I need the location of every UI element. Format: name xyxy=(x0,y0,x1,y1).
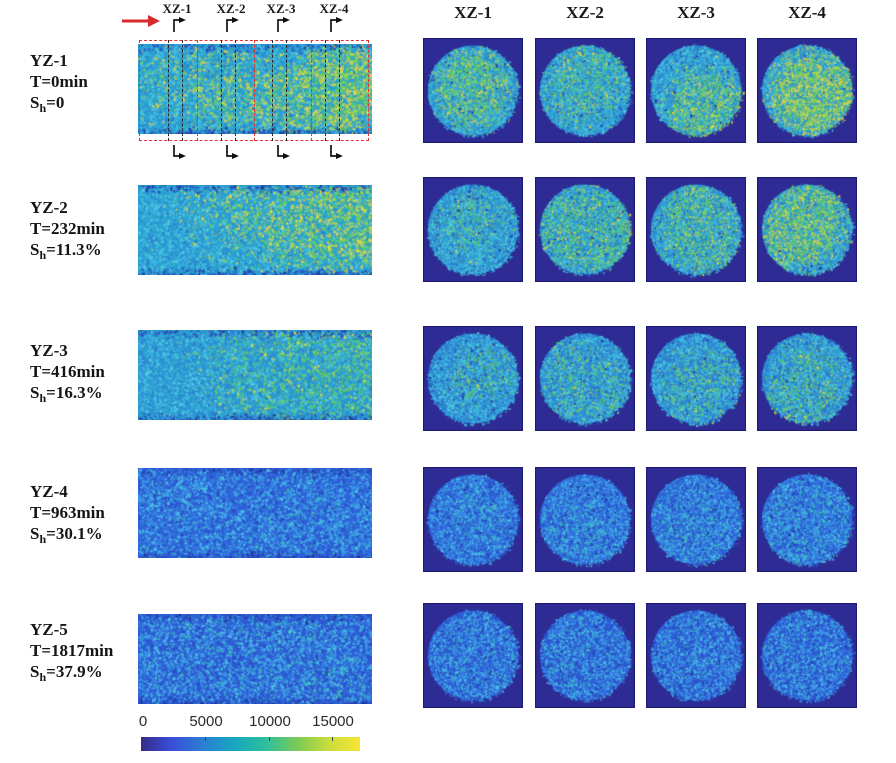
xz-image-r2-c2 xyxy=(535,177,635,282)
yz-1-slice-image xyxy=(138,44,372,134)
xz-image-r3-c3 xyxy=(646,326,746,431)
slice-region-divider xyxy=(311,40,312,141)
bent-arrow-up-icon xyxy=(277,17,290,32)
time-label: T=232min xyxy=(30,219,105,238)
xz-image-r2-c3 xyxy=(646,177,746,282)
xz-image-r4-c1 xyxy=(423,467,523,572)
plane-label: YZ-4 xyxy=(30,482,68,501)
colorbar-tick-0: 0 xyxy=(138,713,148,730)
xz-image-r5-c2 xyxy=(535,603,635,708)
slice-cut-line xyxy=(235,40,236,141)
saturation-label: Sh=37.9% xyxy=(30,662,103,684)
bent-arrow-down-icon xyxy=(277,145,290,159)
row-label-yz3: YZ-3 T=416min Sh=16.3% xyxy=(30,340,142,409)
column-header-xz3: XZ-3 xyxy=(677,3,715,22)
slice-marker-label-xz3: XZ-3 xyxy=(266,1,296,16)
bent-arrow-up-icon xyxy=(226,17,239,32)
slice-cut-line xyxy=(339,40,340,141)
plane-label: YZ-3 xyxy=(30,341,68,360)
xz-image-r5-c3 xyxy=(646,603,746,708)
slice-marker-label-xz2: XZ-2 xyxy=(216,1,246,16)
colorbar-tick-mark xyxy=(332,737,333,741)
column-header-xz2: XZ-2 xyxy=(566,3,604,22)
xz-image-r3-c2 xyxy=(535,326,635,431)
time-label: T=0min xyxy=(30,72,88,91)
saturation-label: Sh=0 xyxy=(30,93,65,115)
colorbar-tick-10000: 10000 xyxy=(249,713,291,730)
slice-cut-line xyxy=(286,40,287,141)
xz-image-r3-c4 xyxy=(757,326,857,431)
row-label-yz4: YZ-4 T=963min Sh=30.1% xyxy=(30,481,142,550)
plane-label: YZ-5 xyxy=(30,620,68,639)
colorbar xyxy=(141,737,360,751)
yz-3-slice-image xyxy=(138,330,372,420)
xz-image-r4-c4 xyxy=(757,467,857,572)
bent-arrow-down-icon xyxy=(226,145,239,159)
xz-image-r1-c2 xyxy=(535,38,635,143)
slice-cut-line xyxy=(272,40,273,141)
yz-5-slice-image xyxy=(138,614,372,704)
row-label-yz1: YZ-1 T=0min Sh=0 xyxy=(30,50,142,119)
xz-image-r5-c1 xyxy=(423,603,523,708)
time-label: T=416min xyxy=(30,362,105,381)
colorbar-tick-mark xyxy=(269,737,270,741)
slice-cut-line xyxy=(325,40,326,141)
slice-region-divider xyxy=(254,40,255,141)
xz-image-r2-c4 xyxy=(757,177,857,282)
saturation-label: Sh=16.3% xyxy=(30,383,103,405)
bent-arrow-up-icon xyxy=(330,17,343,32)
xz-image-r1-c4 xyxy=(757,38,857,143)
xz-image-r3-c1 xyxy=(423,326,523,431)
xz-image-r2-c1 xyxy=(423,177,523,282)
slice-cut-line xyxy=(221,40,222,141)
row-label-yz2: YZ-2 T=232min Sh=11.3% xyxy=(30,197,142,266)
time-label: T=1817min xyxy=(30,641,114,660)
xz-image-r4-c2 xyxy=(535,467,635,572)
yz-2-slice-image xyxy=(138,185,372,275)
plane-label: YZ-1 xyxy=(30,51,68,70)
slice-marker-label-xz1: XZ-1 xyxy=(162,1,192,16)
slice-cut-line xyxy=(168,40,169,141)
time-label: T=963min xyxy=(30,503,105,522)
slice-region-divider xyxy=(197,40,198,141)
slice-cut-line xyxy=(182,40,183,141)
bent-arrow-up-icon xyxy=(173,17,186,32)
colorbar-tick-mark xyxy=(205,737,206,741)
bent-arrow-down-icon xyxy=(173,145,186,159)
colorbar-tick-15000: 15000 xyxy=(312,713,354,730)
slice-marker-label-xz4: XZ-4 xyxy=(319,1,349,16)
row-label-yz5: YZ-5 T=1817min Sh=37.9% xyxy=(30,619,142,688)
column-header-xz1: XZ-1 xyxy=(454,3,492,22)
saturation-label: Sh=30.1% xyxy=(30,524,103,546)
colorbar-tick-5000: 5000 xyxy=(189,713,223,730)
xz-image-r1-c3 xyxy=(646,38,746,143)
column-header-xz4: XZ-4 xyxy=(788,3,826,22)
xz-image-r1-c1 xyxy=(423,38,523,143)
flow-direction-arrow-icon xyxy=(122,15,160,27)
yz-4-slice-image xyxy=(138,468,372,558)
xz-image-r4-c3 xyxy=(646,467,746,572)
saturation-label: Sh=11.3% xyxy=(30,240,102,262)
plane-label: YZ-2 xyxy=(30,198,68,217)
xz-image-r5-c4 xyxy=(757,603,857,708)
bent-arrow-down-icon xyxy=(330,145,343,159)
